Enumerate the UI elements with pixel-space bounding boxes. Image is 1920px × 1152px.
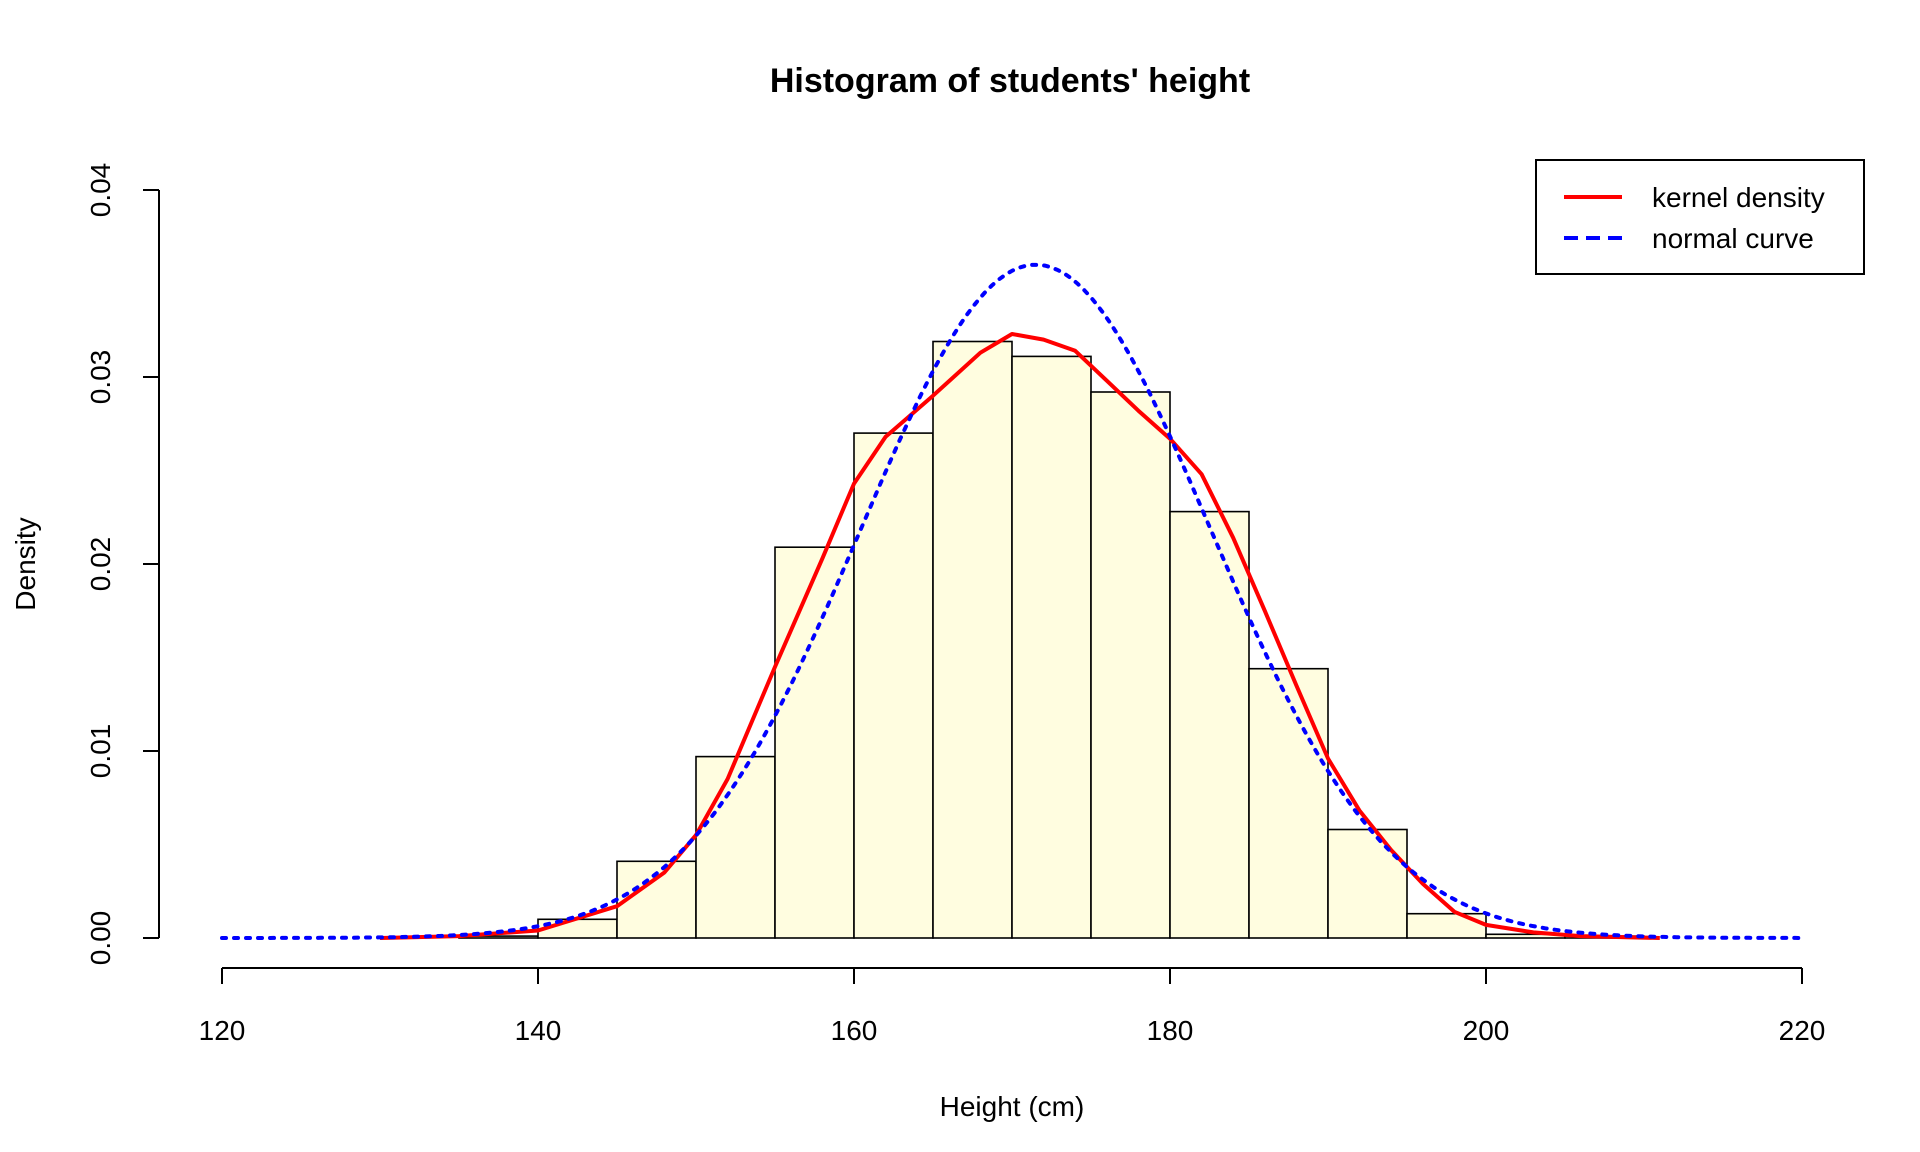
x-tick-label-0: 120: [199, 1015, 246, 1046]
histogram-bar-4: [774, 546, 855, 939]
x-tick-label-5: 220: [1779, 1015, 1826, 1046]
x-tick-label-2: 160: [831, 1015, 878, 1046]
x-tick-label-3: 180: [1147, 1015, 1194, 1046]
histogram-bar-7: [1011, 355, 1092, 939]
chart-title: Histogram of students' height: [770, 62, 1250, 100]
y-tick-label-2: 0.02: [85, 537, 116, 592]
density-curves: [220, 262, 1804, 940]
y-tick-label-3: 0.03: [85, 350, 116, 405]
histogram-bar-8: [1090, 391, 1171, 939]
legend-box: [1535, 159, 1865, 275]
y-tick-label-1: 0.01: [85, 724, 116, 779]
y-axis: 0.00 0.01 0.02 0.03 0.04: [85, 163, 160, 966]
x-tick-label-4: 200: [1463, 1015, 1510, 1046]
histogram-bars: [458, 340, 1645, 939]
histogram-bar-11: [1327, 828, 1408, 939]
series-line-kernel-density: [379, 332, 1660, 940]
series-line-normal-curve: [220, 262, 1804, 940]
x-axis-label: Height (cm): [940, 1091, 1085, 1122]
y-axis-label: Density: [10, 517, 41, 610]
legend-label-normal-curve: normal curve: [1652, 223, 1814, 254]
y-tick-label-0: 0.00: [85, 911, 116, 966]
histogram-bar-6: [932, 340, 1013, 939]
legend-label-kernel-density: kernel density: [1652, 182, 1825, 213]
histogram-bar-9: [1169, 510, 1250, 939]
histogram-bar-12: [1406, 912, 1487, 939]
legend: kernel density normal curve: [1535, 159, 1865, 275]
y-tick-label-4: 0.04: [85, 163, 116, 218]
x-tick-label-1: 140: [515, 1015, 562, 1046]
histogram-bar-10: [1248, 667, 1329, 939]
histogram-bar-5: [853, 432, 934, 939]
x-axis: 120 140 160 180 200 220: [199, 967, 1826, 1046]
